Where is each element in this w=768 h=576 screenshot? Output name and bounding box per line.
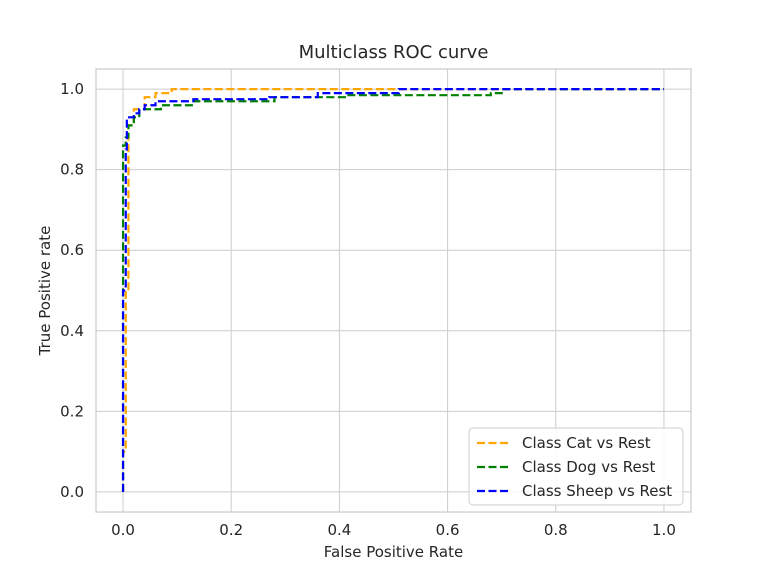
x-tick-label: 0.6 — [436, 521, 460, 539]
x-tick-label: 0.8 — [544, 521, 568, 539]
x-tick-label: 0.0 — [111, 521, 135, 539]
y-tick-label: 0.6 — [60, 241, 84, 259]
legend-box — [468, 427, 684, 506]
y-tick-label: 0.0 — [60, 483, 84, 501]
y-tick-label: 0.8 — [60, 161, 84, 179]
legend-label: Class Sheep vs Rest — [522, 482, 672, 500]
legend-label: Class Dog vs Rest — [522, 458, 656, 476]
legend: Class Cat vs Rest Class Dog vs Rest Class … — [468, 427, 684, 506]
tick-layer: 0.0 0.2 0.4 0.6 0.8 1.0 0.0 0.2 0.4 0.6 0.8 1.0 — [60, 80, 676, 539]
y-tick-label: 1.0 — [60, 80, 84, 98]
chart-title: Multiclass ROC curve — [299, 42, 489, 63]
legend-label: Class Cat vs Rest — [522, 434, 651, 452]
y-axis-label: True Positive rate — [36, 226, 54, 357]
plot-frame — [95, 68, 692, 513]
y-tick-label: 0.2 — [60, 402, 84, 420]
x-tick-label: 0.4 — [327, 521, 351, 539]
series-line-3 — [121, 88, 664, 492]
x-tick-label: 0.2 — [219, 521, 243, 539]
x-axis-label: False Positive Rate — [324, 543, 463, 561]
y-tick-label: 0.4 — [60, 322, 84, 340]
x-tick-label: 1.0 — [652, 521, 676, 539]
series-layer — [121, 88, 664, 492]
